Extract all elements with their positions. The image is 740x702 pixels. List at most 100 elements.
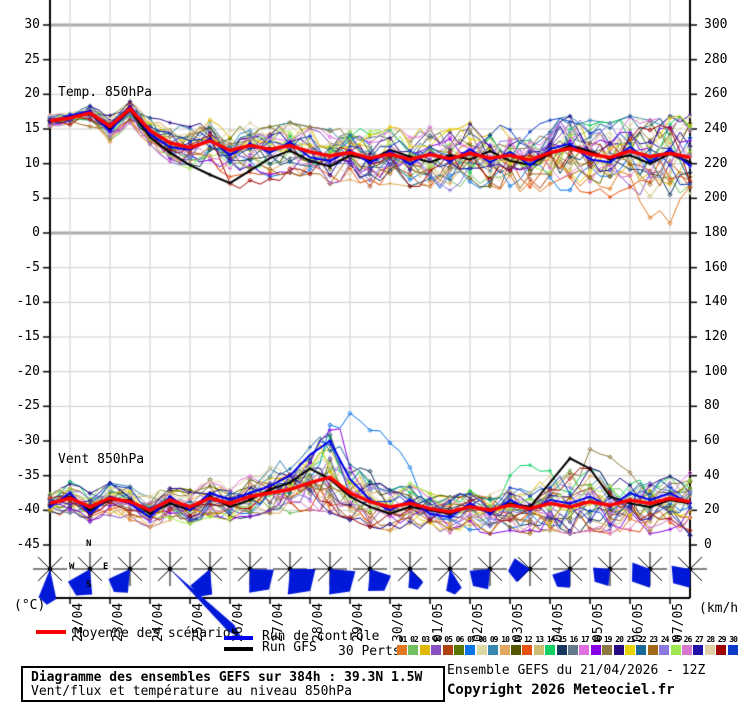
perturbation-14: 14 xyxy=(545,636,556,655)
y-left-tick-label: -35 xyxy=(16,467,40,483)
perturbation-color-swatch xyxy=(454,645,464,655)
perturbation-18: 18 xyxy=(590,636,602,655)
perturbation-number: 24 xyxy=(660,635,670,644)
perturbation-number: 12 xyxy=(524,635,533,644)
perturbation-color-swatch xyxy=(465,645,476,655)
perturbation-number: 04 xyxy=(432,635,442,644)
perturbation-number: 23 xyxy=(649,635,658,644)
perturbation-number: 15 xyxy=(558,635,567,644)
compass-letter: W xyxy=(69,562,75,572)
perturbation-04: 04 xyxy=(431,636,442,655)
legend-gfs-swatch xyxy=(224,647,253,651)
compass-letter: E xyxy=(103,562,109,572)
y-left-tick-label: -45 xyxy=(16,537,40,552)
perturbation-29: 29 xyxy=(716,636,727,655)
legend-mean-swatch xyxy=(36,630,66,634)
perturbation-number: 16 xyxy=(569,635,579,644)
diagram-title: Diagramme des ensembles GEFS sur 384h : … xyxy=(31,670,423,685)
perturbation-number: 02 xyxy=(410,635,419,644)
perturbation-26: 26 xyxy=(682,636,693,655)
perturbation-color-swatch xyxy=(499,645,510,655)
y-right-unit-label: (km/h) xyxy=(699,601,740,616)
perturbation-color-swatch xyxy=(659,645,670,655)
perturbation-12: 12 xyxy=(522,636,533,655)
y-right-tick-label: 0 xyxy=(704,537,712,552)
perturbation-color-swatch xyxy=(545,645,556,655)
perturbation-number: 01 xyxy=(398,635,408,644)
y-left-tick-label: 5 xyxy=(32,190,40,206)
perturbation-08: 08 xyxy=(476,635,488,655)
copyright: Copyright 2026 Meteociel.fr xyxy=(447,682,675,698)
perturbation-color-swatch xyxy=(397,645,407,655)
legend-mean-label: Moyenne des scénarios xyxy=(74,626,239,641)
perturbation-27: 27 xyxy=(693,636,704,655)
y-left-tick-label: -20 xyxy=(16,363,40,379)
legend-gfs-label: Run GFS xyxy=(262,640,317,655)
y-right-tick-label: 60 xyxy=(704,433,720,448)
wind-plot-title: Vent 850hPa xyxy=(58,452,145,467)
perturbation-color-swatch xyxy=(647,645,658,655)
perturbation-22: 22 xyxy=(636,636,647,655)
perturbation-25: 25 xyxy=(670,635,682,655)
perturbation-color-swatch xyxy=(625,645,635,655)
perturbation-number: 09 xyxy=(489,635,499,644)
perturbation-21: 21 xyxy=(625,636,636,655)
perturbation-color-swatch xyxy=(579,645,590,655)
perturbation-color-swatch xyxy=(590,645,601,655)
perturbation-number: 19 xyxy=(603,635,613,644)
perturbation-color-swatch xyxy=(476,645,487,655)
y-left-tick-label: -30 xyxy=(16,433,40,448)
temp-plot-title: Temp. 850hPa xyxy=(58,85,152,100)
y-left-tick-label: -15 xyxy=(16,329,40,344)
perturbation-28: 28 xyxy=(704,636,716,655)
y-right-tick-label: 160 xyxy=(704,259,728,275)
perturbation-05: 05 xyxy=(442,636,454,655)
perturbation-20: 20 xyxy=(613,636,625,655)
y-left-tick-label: -5 xyxy=(24,259,40,275)
perturbation-number: 25 xyxy=(672,635,681,644)
perturbation-06: 06 xyxy=(454,636,465,655)
perturbation-color-swatch xyxy=(716,645,727,655)
y-left-tick-label: 10 xyxy=(24,155,40,171)
perturbation-number: 22 xyxy=(638,635,647,644)
perturbation-color-swatch xyxy=(693,645,704,655)
y-right-tick-label: 200 xyxy=(704,190,728,206)
y-right-tick-label: 280 xyxy=(704,51,728,67)
y-right-tick-label: 80 xyxy=(704,398,720,414)
perturbation-number: 30 xyxy=(729,635,738,644)
compass-letter: N xyxy=(86,539,92,549)
ensemble-chart-canvas xyxy=(0,0,740,660)
y-left-tick-label: -25 xyxy=(16,398,40,414)
y-left-tick-label: 30 xyxy=(24,17,40,32)
perturbation-color-swatch xyxy=(682,645,692,655)
perturbation-10: 10 xyxy=(499,635,511,655)
perturbation-number: 10 xyxy=(501,635,510,644)
perturbation-number: 26 xyxy=(683,635,693,644)
y-left-tick-label: 20 xyxy=(24,86,40,102)
y-right-tick-label: 260 xyxy=(704,86,728,102)
perturbation-color-swatch xyxy=(408,645,419,655)
perturbation-number: 17 xyxy=(581,635,590,644)
y-right-tick-label: 220 xyxy=(704,155,728,171)
perturbation-color-swatch xyxy=(727,645,738,655)
perturbation-number: 06 xyxy=(455,635,465,644)
perturbation-color-swatch xyxy=(511,645,521,655)
footer-title-box: Diagramme des ensembles GEFS sur 384h : … xyxy=(21,666,445,702)
perturbation-03: 03 xyxy=(419,636,431,655)
perturbation-color-swatch xyxy=(670,645,681,655)
perturbation-color-swatch xyxy=(704,645,715,655)
y-right-tick-label: 140 xyxy=(704,294,728,310)
perturbation-color-swatch xyxy=(522,645,533,655)
perturbation-number: 08 xyxy=(478,635,487,644)
perturbation-color-swatch xyxy=(602,645,613,655)
perturbation-color-swatch xyxy=(419,645,430,655)
perturbation-19: 19 xyxy=(602,636,613,655)
y-right-tick-label: 120 xyxy=(704,329,728,344)
perturbation-color-swatch xyxy=(442,645,453,655)
perturbation-23: 23 xyxy=(647,635,659,655)
y-left-tick-label: 15 xyxy=(24,121,40,136)
perturbation-01: 01 xyxy=(397,636,408,655)
y-right-tick-label: 180 xyxy=(704,225,728,240)
y-right-tick-label: 240 xyxy=(704,121,728,136)
